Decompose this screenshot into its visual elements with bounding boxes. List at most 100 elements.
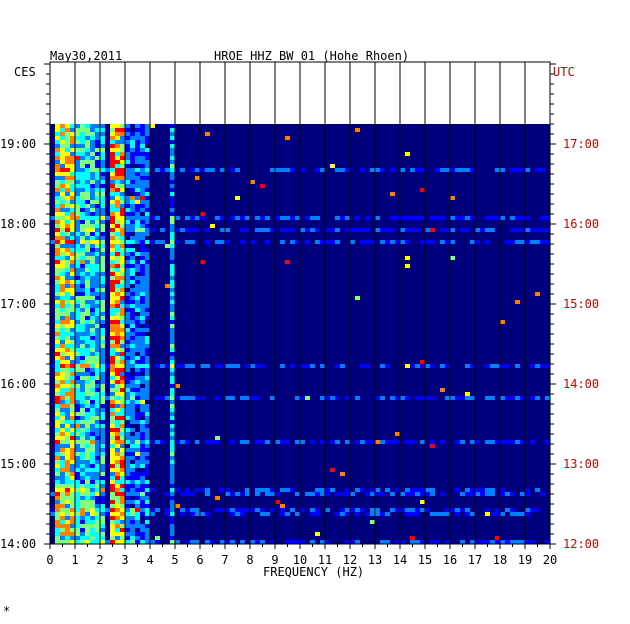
spectrogram-cell (65, 540, 70, 544)
spectrogram-cell (110, 436, 115, 440)
spectrogram-cell (445, 168, 450, 172)
spectrogram-cell (60, 496, 65, 500)
spectrogram-cell (125, 520, 130, 524)
spectrogram-cell (60, 488, 65, 492)
spectrogram-cell (125, 404, 130, 408)
spectrogram-cell (120, 432, 125, 436)
spectrogram-cell (380, 228, 385, 232)
spectrogram-cell (340, 472, 345, 476)
spectrogram-cell (75, 308, 80, 312)
spectrogram-cell (100, 408, 105, 412)
spectrogram-cell (90, 508, 95, 512)
spectrogram-cell (415, 216, 420, 220)
spectrogram-cell (80, 500, 85, 504)
spectrogram-cell (135, 456, 140, 460)
spectrogram-cell (110, 196, 115, 200)
spectrogram-cell (60, 272, 65, 276)
spectrogram-cell (465, 488, 470, 492)
spectrogram-cell (90, 436, 95, 440)
spectrogram-cell (90, 124, 95, 128)
spectrogram-cell (55, 264, 60, 268)
spectrogram-cell (330, 164, 335, 168)
spectrogram-cell (170, 424, 175, 428)
spectrogram-cell (345, 168, 350, 172)
spectrogram-cell (110, 388, 115, 392)
spectrogram-cell (95, 232, 100, 236)
spectrogram-cell (115, 232, 120, 236)
spectrogram-cell (60, 408, 65, 412)
spectrogram-cell (240, 228, 245, 232)
spectrogram-cell (470, 492, 475, 496)
spectrogram-cell (325, 508, 330, 512)
spectrogram-cell (85, 296, 90, 300)
spectrogram-cell (110, 396, 115, 400)
spectrogram-cell (110, 484, 115, 488)
spectrogram-cell (50, 240, 55, 244)
spectrogram-cell (95, 136, 100, 140)
spectrogram-cell (310, 364, 315, 368)
spectrogram-cell (235, 196, 240, 200)
spectrogram-cell (130, 348, 135, 352)
spectrogram-cell (60, 532, 65, 536)
spectrogram-cell (170, 516, 175, 520)
spectrogram-cell (130, 388, 135, 392)
spectrogram-cell (90, 444, 95, 448)
spectrogram-cell (255, 540, 260, 544)
spectrogram-cell (75, 528, 80, 532)
spectrogram-cell (70, 136, 75, 140)
spectrogram-cell (135, 480, 140, 484)
spectrogram-cell (100, 268, 105, 272)
spectrogram-cell (110, 500, 115, 504)
spectrogram-cell (135, 396, 140, 400)
spectrogram-cell (115, 272, 120, 276)
spectrogram-cell (135, 168, 140, 172)
spectrogram-cell (60, 140, 65, 144)
spectrogram-cell (110, 356, 115, 360)
spectrogram-cell (140, 336, 145, 340)
spectrogram-cell (350, 540, 355, 544)
spectrogram-cell (125, 316, 130, 320)
spectrogram-cell (130, 392, 135, 396)
spectrogram-cell (70, 404, 75, 408)
spectrogram-cell (125, 368, 130, 372)
spectrogram-cell (60, 220, 65, 224)
spectrogram-cell (80, 308, 85, 312)
spectrogram-cell (420, 188, 425, 192)
spectrogram-cell (115, 292, 120, 296)
spectrogram-cell (90, 284, 95, 288)
spectrogram-cell (170, 300, 175, 304)
spectrogram-cell (485, 492, 490, 496)
spectrogram-cell (90, 320, 95, 324)
spectrogram-cell (110, 460, 115, 464)
spectrogram-cell (540, 216, 545, 220)
spectrogram-cell (260, 184, 265, 188)
spectrogram-cell (105, 364, 110, 368)
spectrogram-cell (115, 300, 120, 304)
spectrogram-cell (145, 268, 150, 272)
spectrogram-cell (445, 508, 450, 512)
spectrogram-cell (145, 296, 150, 300)
spectrogram-cell (65, 132, 70, 136)
spectrogram-cell (80, 156, 85, 160)
spectrogram-cell (55, 256, 60, 260)
spectrogram-cell (100, 304, 105, 308)
spectrogram-cell (125, 516, 130, 520)
spectrogram-cell (95, 520, 100, 524)
spectrogram-cell (110, 316, 115, 320)
spectrogram-cell (520, 440, 525, 444)
spectrogram-cell (65, 268, 70, 272)
spectrogram-cell (60, 412, 65, 416)
spectrogram-cell (80, 468, 85, 472)
spectrogram-cell (140, 128, 145, 132)
spectrogram-cell (115, 144, 120, 148)
spectrogram-cell (430, 396, 435, 400)
spectrogram-cell (55, 304, 60, 308)
spectrogram-cell (170, 464, 175, 468)
spectrogram-cell (405, 396, 410, 400)
spectrogram-cell (220, 168, 225, 172)
spectrogram-cell (80, 472, 85, 476)
spectrogram-cell (135, 440, 140, 444)
spectrogram-cell (140, 228, 145, 232)
spectrogram-cell (170, 504, 175, 508)
spectrogram-cell (110, 392, 115, 396)
